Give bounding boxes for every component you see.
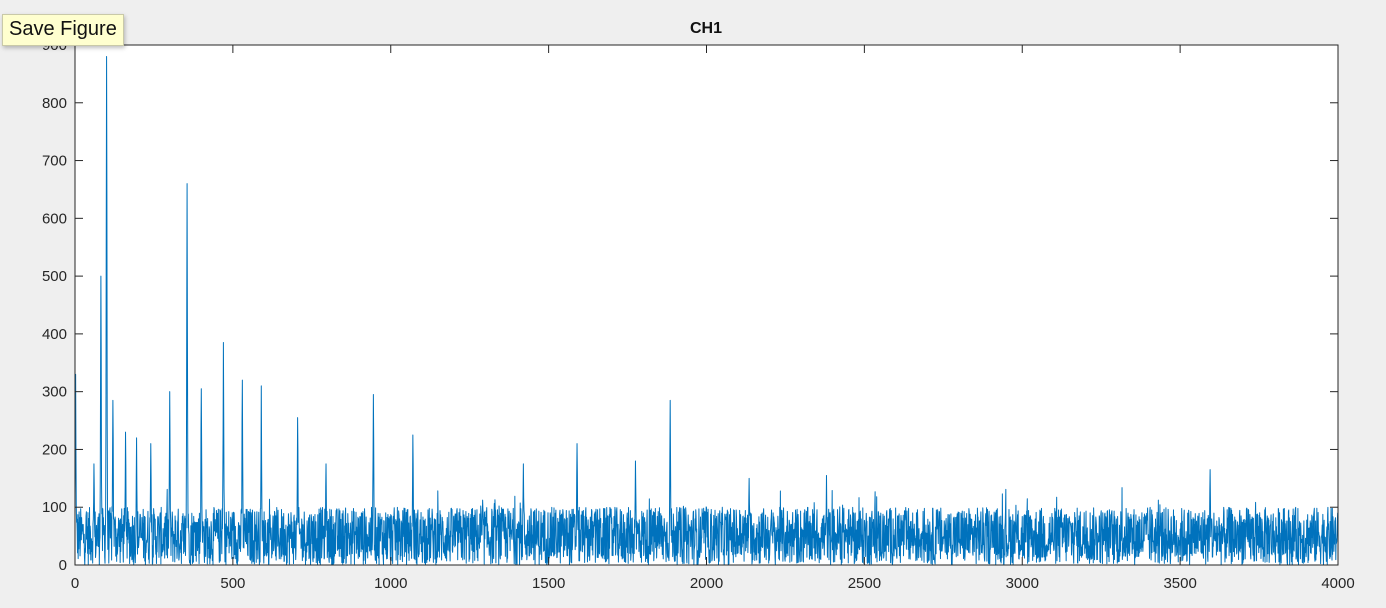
y-tick-label: 300: [42, 384, 67, 401]
chart-title: CH1: [690, 20, 722, 37]
y-tick-label: 600: [42, 210, 67, 227]
x-tick-label: 3000: [1006, 575, 1039, 592]
y-tick-label: 500: [42, 268, 67, 285]
x-tick-label: 0: [71, 575, 79, 592]
series-line-ch1: [74, 56, 1339, 566]
x-tick-label: 500: [220, 575, 245, 592]
axes-background: [75, 45, 1338, 565]
x-tick-label: 1500: [532, 575, 565, 592]
y-tick-label: 700: [42, 153, 67, 170]
y-tick-label: 800: [42, 95, 67, 112]
x-tick-label: 2500: [848, 575, 881, 592]
series-ch1: [74, 56, 1339, 566]
y-tick-label: 200: [42, 441, 67, 458]
y-tick-label: 400: [42, 326, 67, 343]
save-figure-tooltip: Save Figure: [2, 14, 124, 46]
x-tick-label: 3500: [1163, 575, 1196, 592]
x-tick-label: 2000: [690, 575, 723, 592]
y-tick-label: 0: [59, 557, 67, 574]
y-tick-label: 100: [42, 499, 67, 516]
x-axis: 0 500 1000 1500 2000 2500 3000 3500 4000: [71, 45, 1355, 592]
x-tick-label: 4000: [1321, 575, 1354, 592]
x-tick-label: 1000: [374, 575, 407, 592]
